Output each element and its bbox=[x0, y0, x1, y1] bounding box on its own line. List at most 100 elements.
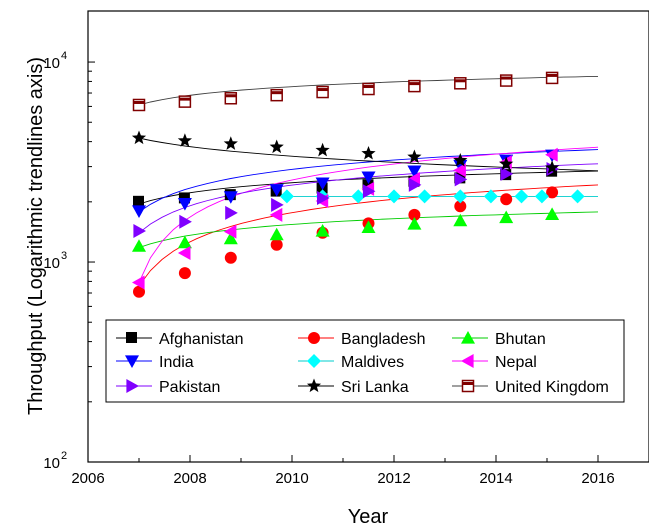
data-point-bhutan bbox=[315, 224, 330, 237]
legend-marker-maldives bbox=[307, 354, 321, 368]
data-point-pakistan bbox=[133, 224, 146, 238]
data-point-maldives bbox=[453, 189, 468, 204]
data-point-nepal bbox=[545, 147, 558, 162]
data-point-sri-lanka bbox=[315, 142, 330, 157]
data-point-bhutan bbox=[177, 235, 192, 249]
data-point-pakistan bbox=[454, 172, 468, 187]
data-point-bangladesh bbox=[500, 193, 513, 206]
x-tick-label: 2010 bbox=[275, 470, 308, 487]
data-point-united-kingdom bbox=[270, 88, 283, 102]
data-point-united-kingdom bbox=[454, 77, 467, 90]
data-point-afghanistan bbox=[362, 179, 374, 191]
data-point-bangladesh bbox=[224, 251, 237, 264]
data-point-india bbox=[407, 165, 422, 179]
data-point-maldives bbox=[387, 189, 401, 204]
legend-item-bangladesh: Bangladesh bbox=[298, 331, 426, 348]
trendline-sri-lanka bbox=[138, 137, 599, 172]
series-united-kingdom bbox=[132, 71, 559, 112]
legend-label: Bangladesh bbox=[341, 331, 426, 348]
legend-item-maldives: Maldives bbox=[298, 354, 404, 371]
data-point-india bbox=[177, 198, 192, 211]
trendline-nepal bbox=[138, 146, 599, 283]
legend-label: Afghanistan bbox=[159, 331, 244, 348]
x-tick-label: 2016 bbox=[581, 470, 614, 487]
data-point-india bbox=[361, 171, 376, 185]
data-point-united-kingdom bbox=[362, 82, 375, 96]
legend-label: Sri Lanka bbox=[341, 379, 409, 396]
legend-item-afghanistan: Afghanistan bbox=[116, 331, 244, 348]
data-point-afghanistan bbox=[133, 195, 144, 207]
y-tick-label: 10 bbox=[43, 455, 60, 472]
data-point-bhutan bbox=[132, 239, 146, 252]
data-point-pakistan bbox=[179, 214, 192, 229]
data-point-bhutan bbox=[269, 227, 284, 241]
data-point-bangladesh bbox=[133, 285, 145, 298]
legend-marker-afghanistan bbox=[126, 332, 137, 343]
y-tick-label: 10 bbox=[43, 255, 60, 272]
legend-marker-nepal bbox=[461, 354, 474, 368]
data-point-bhutan bbox=[407, 217, 422, 230]
series-sri-lanka bbox=[131, 130, 560, 174]
legend-item-pakistan: Pakistan bbox=[116, 379, 220, 396]
series-maldives bbox=[279, 189, 585, 204]
data-point-sri-lanka bbox=[361, 146, 376, 160]
data-point-sri-lanka bbox=[545, 160, 560, 174]
legend-item-india: India bbox=[116, 354, 194, 371]
series-bhutan bbox=[132, 207, 560, 252]
data-point-sri-lanka bbox=[453, 153, 468, 167]
data-point-bhutan bbox=[223, 231, 238, 245]
legend-marker-bangladesh bbox=[308, 332, 320, 344]
data-point-india bbox=[269, 184, 284, 197]
data-point-pakistan bbox=[408, 177, 422, 192]
y-tick-exponent: 2 bbox=[61, 450, 67, 462]
y-tick-exponent: 3 bbox=[61, 250, 67, 262]
data-point-india bbox=[315, 177, 330, 191]
data-point-united-kingdom bbox=[545, 71, 559, 85]
legend-marker-pakistan bbox=[126, 379, 139, 393]
data-point-maldives bbox=[351, 189, 366, 204]
data-point-sri-lanka bbox=[223, 136, 238, 150]
y-tick-base: 10 bbox=[43, 255, 60, 272]
data-point-united-kingdom bbox=[499, 74, 513, 87]
legend-item-bhutan: Bhutan bbox=[452, 331, 546, 348]
data-point-united-kingdom bbox=[408, 79, 421, 93]
x-tick-label: 2014 bbox=[479, 470, 512, 487]
legend-label: India bbox=[159, 354, 194, 371]
legend-box bbox=[105, 319, 625, 403]
data-markers bbox=[131, 71, 585, 298]
data-point-pakistan bbox=[362, 184, 376, 199]
data-point-bangladesh bbox=[546, 186, 559, 199]
data-point-sri-lanka bbox=[131, 130, 147, 145]
data-point-sri-lanka bbox=[407, 149, 422, 164]
trendline-india bbox=[138, 149, 599, 213]
legend-item-nepal: Nepal bbox=[452, 354, 537, 371]
data-point-bhutan bbox=[361, 220, 376, 233]
data-point-bhutan bbox=[453, 213, 468, 227]
legend-item-sri-lanka: Sri Lanka bbox=[298, 378, 409, 396]
data-point-sri-lanka bbox=[177, 133, 192, 147]
data-point-bangladesh bbox=[270, 238, 283, 251]
data-point-maldives bbox=[417, 189, 432, 204]
y-tick-base: 10 bbox=[43, 55, 60, 72]
data-point-bhutan bbox=[545, 207, 560, 220]
y-tick-label: 10 bbox=[43, 55, 60, 72]
legend-marker-sri-lanka bbox=[306, 378, 322, 393]
data-point-maldives bbox=[534, 189, 549, 204]
plot-area-frame bbox=[87, 10, 649, 463]
data-point-nepal bbox=[177, 246, 191, 260]
legend-label: Maldives bbox=[341, 354, 404, 371]
legend-marker-united-kingdom bbox=[461, 379, 475, 393]
data-point-bangladesh bbox=[454, 200, 467, 213]
data-point-united-kingdom bbox=[224, 92, 238, 105]
data-point-pakistan bbox=[271, 197, 284, 212]
series-india bbox=[132, 149, 560, 218]
data-point-pakistan bbox=[500, 166, 514, 181]
y-tick-exponent: 4 bbox=[61, 50, 67, 62]
data-point-maldives bbox=[279, 189, 294, 204]
legend-label: Nepal bbox=[495, 354, 537, 371]
data-point-maldives bbox=[483, 189, 498, 204]
data-point-afghanistan bbox=[178, 192, 190, 204]
x-tick-label: 2006 bbox=[71, 470, 104, 487]
